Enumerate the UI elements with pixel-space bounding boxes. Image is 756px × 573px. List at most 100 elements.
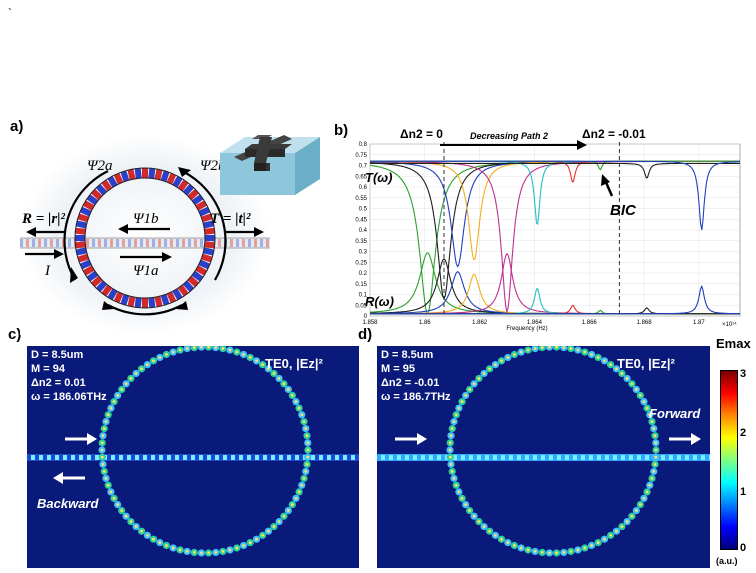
ring-field-core (488, 367, 491, 371)
ring-field-core (642, 496, 646, 500)
ring-field-core (120, 509, 124, 512)
ring-field-core (457, 406, 461, 410)
ring-field-core (261, 533, 264, 537)
ring-field-core (642, 400, 646, 404)
ring-field-core (460, 400, 464, 404)
bus-field-lobe (541, 455, 545, 460)
ring-field-stripe (142, 298, 148, 308)
ring-field-core (277, 377, 281, 380)
bus-field-lobe (693, 455, 697, 460)
ring-field-stripe (86, 270, 99, 282)
ring-field-core (100, 441, 104, 445)
ring-field-core (583, 546, 587, 550)
bic-arrow-icon (601, 174, 610, 186)
ring-field-stripe (148, 297, 156, 308)
ring-field-core (576, 348, 580, 352)
y-tick-label: 0.05 (355, 303, 367, 309)
bus-field-lobe (485, 455, 489, 460)
ring-field-core (650, 476, 654, 480)
psi-bottom-left-arrow-icon (102, 301, 114, 310)
ring-field-core (648, 413, 652, 417)
bus-field-stripe (266, 239, 269, 247)
bus-field-lobe (167, 455, 171, 460)
ring-field-core (477, 377, 481, 380)
panel-label-c: c) (8, 326, 22, 343)
field-map-c-graphic (27, 343, 363, 557)
y-axis-ticks: 0 0.05 0.1 0.15 0.2 0.25 0.3 0.35 0.4 0.45 0.5 0.55… (355, 142, 367, 320)
transmission-label: T = |t|² (210, 211, 251, 227)
ring-field-core (101, 434, 105, 438)
ring-field-core (519, 546, 523, 550)
ring-field-stripe (127, 296, 136, 308)
bus-field-lobe (573, 455, 577, 460)
y-tick-label: 0.65 (355, 174, 367, 180)
psi2a-arrow-icon (70, 267, 78, 283)
ring-field-core (297, 490, 301, 494)
psi1b-arrow-icon (118, 224, 128, 234)
ring-field-stripe (79, 259, 92, 270)
ring-field-core (106, 483, 110, 487)
bus-field-lobe (223, 455, 227, 460)
bus-field-lobe (477, 455, 481, 460)
ring-field-stripe (195, 200, 208, 211)
y-tick-label: 0 (364, 314, 368, 320)
bus-field-lobe (207, 455, 211, 460)
ring-field-core (625, 520, 629, 523)
bus-field-stripe (140, 239, 143, 247)
bus-field-stripe (248, 239, 251, 247)
ring-field-core (634, 388, 638, 391)
ring-field-core (590, 544, 593, 547)
ring-field-core (116, 394, 120, 397)
transmission-chart: 0 0.05 0.1 0.15 0.2 0.25 0.3 0.35 0.4 0.45 0.5 0.55… (355, 127, 741, 332)
ring-field-core (214, 551, 218, 554)
ring-field-core (272, 525, 276, 528)
ring-field-core (653, 462, 657, 466)
bus-field-lobe (597, 455, 601, 460)
transmitted-arrow-icon (254, 227, 264, 237)
bus-field-stripe (110, 239, 113, 247)
bus-field-stripe (32, 239, 35, 247)
ring-field-core (304, 427, 308, 430)
bus-field-stripe (152, 239, 155, 247)
ring-field-core (494, 533, 497, 537)
ring-field-core (500, 359, 503, 363)
ring-field-core (654, 441, 658, 445)
bus-field-lobe (685, 455, 689, 460)
y-tick-label: 0.55 (355, 196, 367, 202)
bus-field-lobe (549, 455, 553, 460)
panel-label-d: d) (358, 326, 373, 343)
ring-field-core (286, 388, 290, 391)
bus-field-lobe (669, 455, 673, 460)
ring-field-core (609, 533, 612, 537)
bus-field-stripe (86, 239, 89, 247)
ring-field-core (615, 529, 618, 533)
ring-field-core (134, 525, 138, 528)
bus-field-lobe (629, 455, 633, 460)
bus-field-lobe (263, 455, 267, 460)
ring-field-core (452, 476, 456, 480)
ring-field-core (305, 434, 309, 438)
ring-field-core (460, 496, 464, 500)
ring-field-core (242, 544, 245, 547)
ring-field-core (242, 353, 245, 356)
ring-field-stripe (75, 247, 87, 256)
bus-field-lobe (327, 455, 331, 460)
ring-field-core (526, 348, 530, 352)
ring-field-core (146, 363, 149, 367)
bus-field-lobe (31, 455, 35, 460)
ring-field-core (228, 548, 232, 552)
ring-field-stripe (182, 280, 195, 293)
x-tick-label: 1.866 (582, 320, 598, 326)
ring-field-core (102, 427, 106, 430)
ring-field-stripe (127, 168, 136, 180)
psi1a-arrow-icon (162, 252, 172, 262)
ring-field-stripe (177, 284, 189, 297)
ring-field-core (300, 483, 304, 487)
psi2b-label: Ψ2b (200, 158, 226, 174)
ring-field-core (192, 346, 196, 349)
incident-arrow-d-icon (417, 433, 427, 445)
ring-field-core (450, 470, 454, 473)
y-tick-label: 0.45 (355, 217, 367, 223)
bus-field-stripe (146, 239, 149, 247)
ring-field-stripe (203, 247, 215, 256)
